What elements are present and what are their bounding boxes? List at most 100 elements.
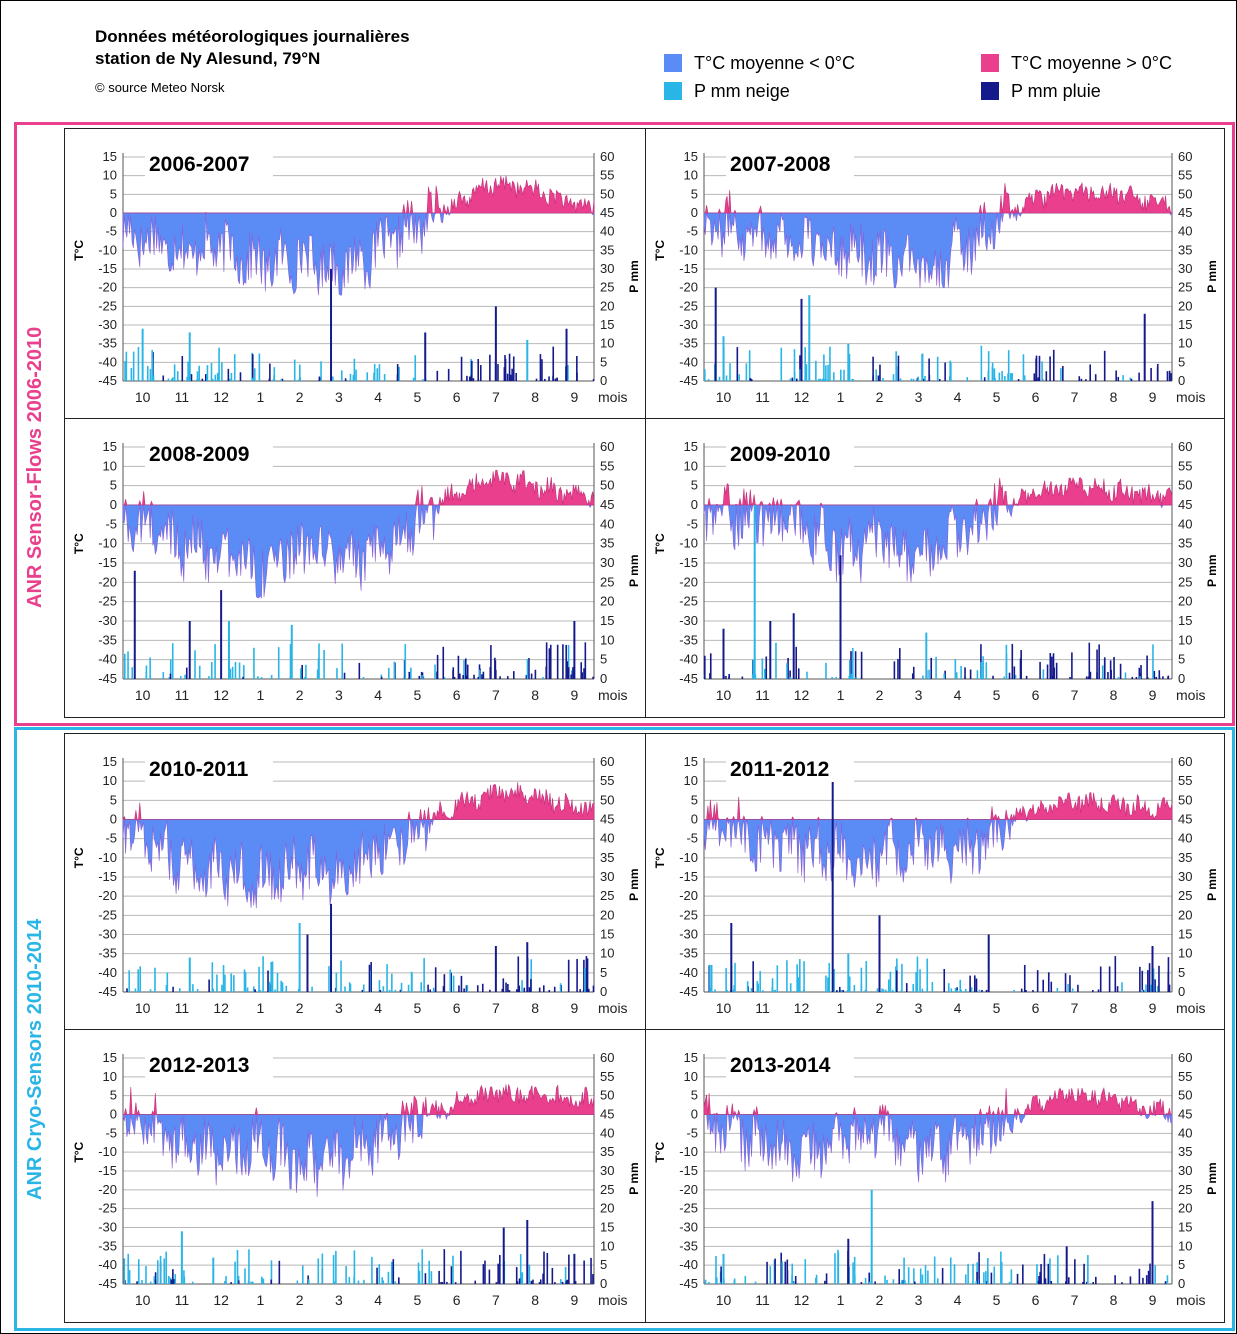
x-tick-label-month: 5 <box>413 687 421 703</box>
x-axis-unit-label: mois <box>1176 1000 1206 1016</box>
x-tick-label-month: 2 <box>876 687 884 703</box>
y-axis-title-left: T°C <box>653 1141 667 1162</box>
y-tick-label-left: 10 <box>103 773 117 788</box>
y-tick-label-right: 25 <box>600 1182 614 1197</box>
y-tick-label-left: -40 <box>679 965 698 980</box>
y-tick-label-right: 40 <box>1178 1125 1192 1140</box>
x-tick-label-month: 5 <box>413 389 421 405</box>
y-tick-label-left: -35 <box>98 946 117 961</box>
y-tick-label-right: 60 <box>600 754 614 769</box>
x-tick-label-month: 1 <box>256 687 264 703</box>
section-sensor-flows <box>14 122 1235 726</box>
y-tick-label-left: -35 <box>98 1238 117 1253</box>
y-tick-label-left: -45 <box>98 671 117 686</box>
y-tick-label-left: -20 <box>98 280 117 295</box>
x-tick-label-month: 12 <box>794 389 810 405</box>
y-tick-label-right: 0 <box>1178 984 1185 999</box>
x-tick-label-month: 7 <box>492 389 500 405</box>
y-tick-label-right: 45 <box>1178 205 1192 220</box>
y-tick-label-right: 35 <box>600 850 614 865</box>
x-tick-label-month: 8 <box>531 1292 539 1308</box>
y-tick-label-right: 0 <box>600 373 607 388</box>
x-tick-label-month: 8 <box>531 389 539 405</box>
y-tick-label-right: 10 <box>1178 1238 1192 1253</box>
y-tick-label-left: -15 <box>679 869 698 884</box>
y-tick-label-right: 40 <box>600 831 614 846</box>
x-tick-label-month: 9 <box>570 1000 578 1016</box>
x-tick-label-month: 1 <box>837 1292 845 1308</box>
y-axis-title-left: T°C <box>72 240 86 261</box>
y-tick-label-left: 5 <box>110 792 117 807</box>
y-tick-label-left: 5 <box>691 478 698 493</box>
legend-label-precip-snow: P mm neige <box>694 81 790 101</box>
y-tick-label-left: -20 <box>679 1182 698 1197</box>
y-tick-label-left: -15 <box>679 555 698 570</box>
y-tick-label-right: 15 <box>1178 613 1192 628</box>
y-tick-label-right: 30 <box>600 261 614 276</box>
y-tick-label-right: 20 <box>1178 594 1192 609</box>
y-tick-label-left: -30 <box>679 613 698 628</box>
x-tick-label-month: 11 <box>755 389 770 405</box>
chart-title: 2007-2008 <box>730 153 831 176</box>
y-tick-label-left: -45 <box>98 1276 117 1291</box>
x-tick-label-month: 8 <box>531 1000 539 1016</box>
x-tick-label-month: 10 <box>716 1292 732 1308</box>
y-tick-label-right: 45 <box>600 497 614 512</box>
y-tick-label-right: 30 <box>1178 1163 1192 1178</box>
x-tick-label-month: 6 <box>453 687 461 703</box>
y-tick-label-right: 40 <box>1178 224 1192 239</box>
y-tick-label-left: 0 <box>110 497 117 512</box>
x-tick-label-month: 7 <box>1071 687 1079 703</box>
x-tick-label-month: 3 <box>915 1000 923 1016</box>
x-tick-label-month: 5 <box>413 1000 421 1016</box>
chart-panel-2009-2010: 15 10 5 0 -5 -10 -15 -20 -25 -30 -35 -40 -45 60 55 50 45… <box>645 418 1225 718</box>
y-axis-title-right: P mm <box>627 554 641 586</box>
y-tick-label-right: 50 <box>600 186 614 201</box>
y-tick-label-right: 50 <box>1178 792 1192 807</box>
y-tick-label-left: -35 <box>679 336 698 351</box>
y-tick-label-left: -45 <box>679 373 698 388</box>
y-tick-label-right: 15 <box>1178 317 1192 332</box>
y-tick-label-left: -10 <box>98 536 117 551</box>
temp-area-negative <box>704 1113 1173 1183</box>
chart-title-background <box>145 1054 273 1078</box>
y-tick-label-right: 10 <box>600 946 614 961</box>
x-tick-label-month: 9 <box>570 1292 578 1308</box>
legend-label-precip-rain: P mm pluie <box>1011 81 1101 101</box>
y-axis-title-left: T°C <box>653 847 667 868</box>
y-tick-label-right: 25 <box>1178 574 1192 589</box>
chart-2009-2010: 151050-5-10-15-20-25-30-35-40-4560555045… <box>653 439 1219 703</box>
y-tick-label-left: 5 <box>110 478 117 493</box>
x-tick-label-month: 10 <box>716 1000 732 1016</box>
y-tick-label-left: -20 <box>679 888 698 903</box>
temp-area-positive <box>123 469 595 507</box>
y-tick-label-right: 20 <box>1178 1201 1192 1216</box>
y-tick-label-left: -10 <box>679 242 698 257</box>
y-axis-title-left: T°C <box>72 1141 86 1162</box>
y-tick-label-right: 45 <box>600 205 614 220</box>
y-tick-label-left: -5 <box>105 831 117 846</box>
y-tick-label-left: -25 <box>679 907 698 922</box>
x-tick-label-month: 1 <box>837 1000 845 1016</box>
x-tick-label-month: 5 <box>993 389 1001 405</box>
y-tick-label-right: 15 <box>600 317 614 332</box>
x-tick-label-month: 6 <box>453 1292 461 1308</box>
y-tick-label-left: -35 <box>679 946 698 961</box>
x-tick-label-month: 1 <box>837 389 845 405</box>
y-tick-label-left: 15 <box>103 149 117 164</box>
y-tick-label-left: -30 <box>98 317 117 332</box>
y-tick-label-left: 0 <box>110 1107 117 1122</box>
y-tick-label-right: 45 <box>1178 497 1192 512</box>
x-tick-label-month: 11 <box>175 1000 190 1016</box>
y-tick-label-left: -5 <box>686 1125 698 1140</box>
y-tick-label-left: 0 <box>110 205 117 220</box>
y-tick-label-left: -40 <box>98 652 117 667</box>
y-tick-label-left: -30 <box>98 1220 117 1235</box>
x-tick-label-month: 7 <box>492 687 500 703</box>
x-axis-unit-label: mois <box>598 1292 628 1308</box>
x-tick-label-month: 12 <box>794 1292 810 1308</box>
chart-title: 2012-2013 <box>149 1054 249 1077</box>
temp-area-positive <box>123 1084 595 1116</box>
y-tick-label-right: 55 <box>1178 1069 1192 1084</box>
y-tick-label-left: -25 <box>679 1201 698 1216</box>
